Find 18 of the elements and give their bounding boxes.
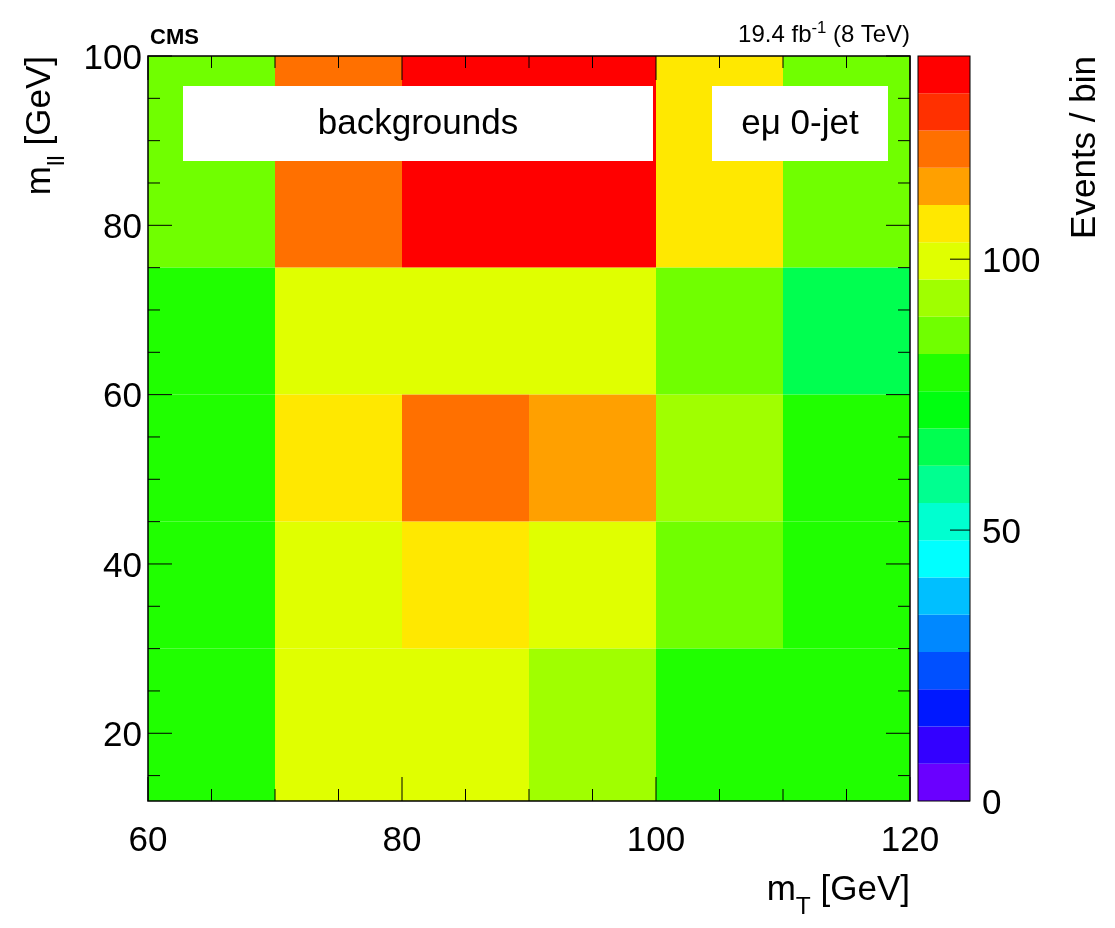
chart-subtitle: 19.4 fb$^{-1}$ (8 TeV) <box>738 17 910 47</box>
annotation: eμ 0-jet <box>741 102 859 141</box>
chart-title: CMS <box>150 24 199 49</box>
x-axis-title: m$_{T}$ [GeV] <box>766 868 910 919</box>
color-bar-label: 50 <box>982 510 1021 550</box>
x-tick-label: 80 <box>382 819 422 858</box>
x-tick-label: 100 <box>626 819 686 858</box>
y-tick-label: 40 <box>103 544 142 584</box>
color-bar-label: 0 <box>982 781 1002 821</box>
y-tick-label: 60 <box>103 375 142 415</box>
y-tick-label: 20 <box>103 713 142 753</box>
y-tick-label: 100 <box>83 36 142 76</box>
annotation: backgrounds <box>317 102 519 141</box>
x-tick-label: 120 <box>880 819 940 858</box>
y-tick-label: 80 <box>103 205 142 245</box>
color-bar-label: 100 <box>982 239 1041 279</box>
x-tick-label: 60 <box>128 819 168 858</box>
color-bar-title: Events / bin <box>1063 56 1102 239</box>
